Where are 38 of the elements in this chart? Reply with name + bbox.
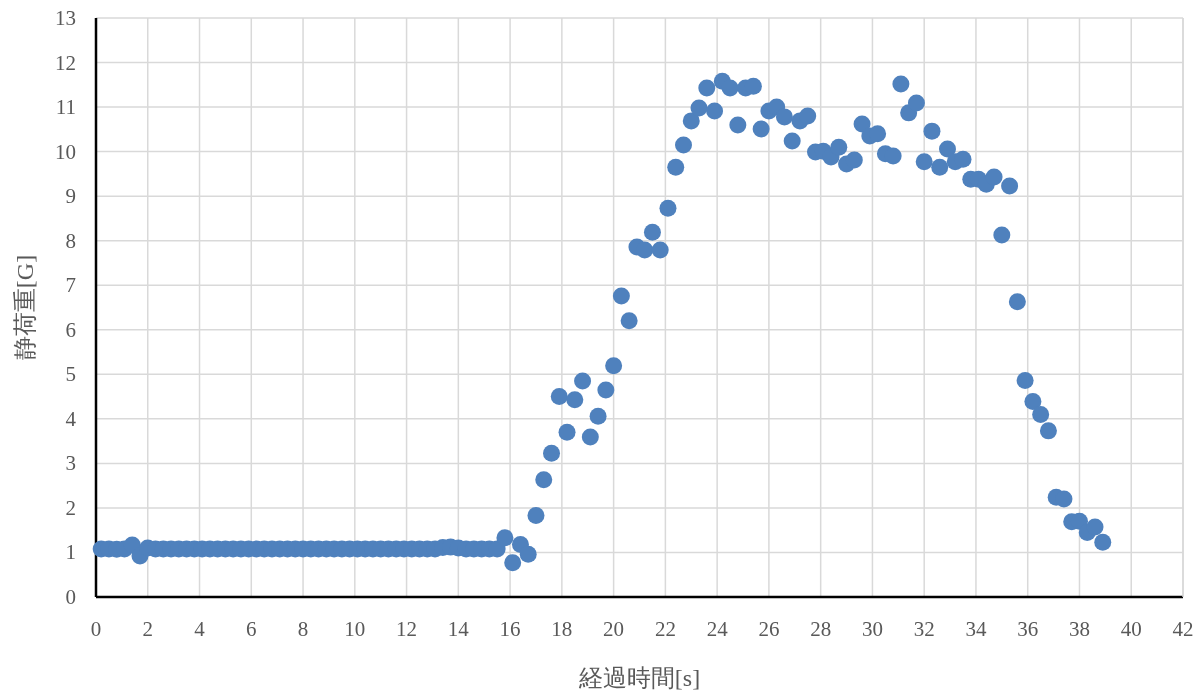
y-tick-label: 0 (65, 585, 76, 609)
y-tick-label: 3 (65, 451, 76, 476)
y-tick-label: 1 (65, 540, 76, 565)
x-tick-label: 30 (861, 617, 883, 641)
y-tick-label: 5 (65, 362, 76, 387)
y-tick-label: 6 (65, 317, 76, 342)
x-tick-label: 18 (551, 617, 573, 641)
y-tick-label: 8 (65, 228, 76, 253)
y-tick-label: 10 (55, 139, 76, 164)
y-tick-label: 2 (65, 495, 76, 520)
y-tick-label: 12 (55, 50, 76, 75)
x-axis-title: 経過時間[s] (577, 665, 701, 691)
x-tick-label: 36 (1017, 617, 1039, 641)
y-tick-label: 11 (55, 95, 76, 120)
x-tick-label: 6 (246, 617, 257, 641)
x-tick-label: 2 (142, 617, 154, 641)
x-tick-label: 8 (297, 617, 309, 641)
y-tick-label: 7 (65, 273, 76, 298)
y-tick-label: 9 (65, 184, 76, 209)
x-tick-label: 4 (194, 617, 206, 641)
x-tick-label: 16 (499, 617, 521, 641)
y-tick-label: 4 (65, 406, 77, 431)
x-tick-label: 34 (965, 617, 987, 641)
y-tick-label: 13 (55, 6, 76, 30)
x-tick-label: 26 (758, 617, 780, 641)
x-tick-label: 10 (344, 617, 366, 641)
x-tick-label: 24 (706, 617, 729, 641)
x-tick-label: 38 (1068, 617, 1090, 641)
x-tick-label: 12 (396, 617, 418, 641)
x-tick-label: 40 (1120, 617, 1142, 641)
x-tick-label: 42 (1172, 617, 1194, 641)
y-axis-title: 静荷重[G] (12, 254, 38, 361)
x-tick-label: 0 (90, 617, 102, 641)
x-tick-label: 28 (810, 617, 832, 641)
x-tick-label: 22 (654, 617, 676, 641)
x-tick-label: 32 (913, 617, 935, 641)
x-tick-label: 20 (603, 617, 625, 641)
x-tick-label: 14 (447, 617, 470, 641)
